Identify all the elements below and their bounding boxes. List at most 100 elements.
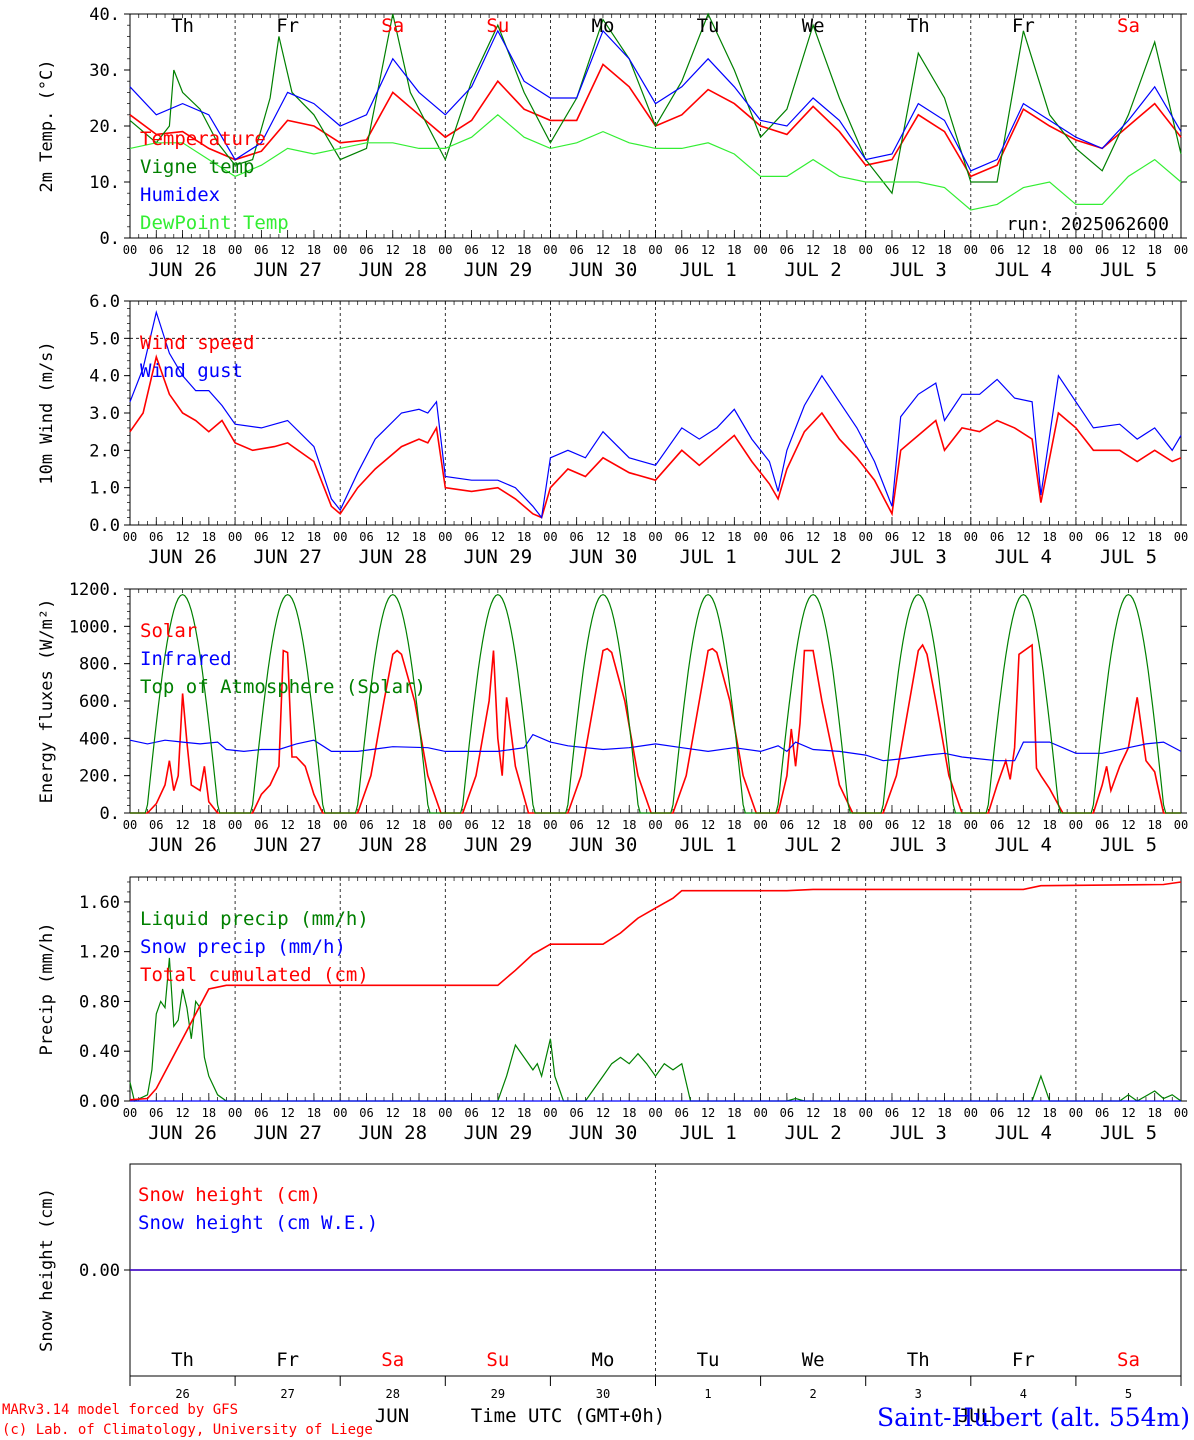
hour-tick-label: 12 bbox=[280, 1106, 294, 1120]
y-tick-label: 10. bbox=[89, 173, 120, 193]
y-tick-label: 0.00 bbox=[79, 1261, 120, 1281]
weekday-label: Mo bbox=[592, 15, 615, 37]
hour-tick-label: 00 bbox=[964, 530, 978, 544]
hour-tick-label: 00 bbox=[333, 1106, 347, 1120]
y-tick-label: 30. bbox=[89, 61, 120, 81]
hour-tick-label: 18 bbox=[622, 530, 636, 544]
day-number-label: 1 bbox=[704, 1387, 711, 1401]
hour-tick-label: 06 bbox=[569, 818, 583, 832]
hour-tick-label: 00 bbox=[858, 1106, 872, 1120]
weekday-label: Th bbox=[171, 1349, 194, 1371]
series-group bbox=[129, 881, 1182, 1102]
location-label: Saint-Hubert (alt. 554m) bbox=[877, 1403, 1190, 1432]
legend-entry: Wind gust bbox=[140, 360, 243, 382]
hour-tick-label: 00 bbox=[858, 818, 872, 832]
hour-tick-label: 12 bbox=[491, 243, 505, 257]
hour-tick-label: 12 bbox=[386, 1106, 400, 1120]
date-label: JUN 30 bbox=[569, 259, 638, 281]
hour-tick-label: 12 bbox=[1016, 243, 1030, 257]
hour-tick-label: 18 bbox=[1147, 1106, 1161, 1120]
series-group bbox=[129, 12, 1182, 211]
weekday-label: Sa bbox=[381, 1349, 404, 1371]
series-line-wind-speed bbox=[129, 354, 1182, 519]
series-line-solar bbox=[130, 643, 1181, 814]
y-tick-label: 1.60 bbox=[79, 893, 120, 913]
month-label-jul: JUL bbox=[958, 1405, 992, 1427]
hour-tick-label: 06 bbox=[675, 818, 689, 832]
credit-line-1: MARv3.14 model forced by GFS bbox=[2, 1402, 238, 1418]
hour-tick-label: 00 bbox=[648, 818, 662, 832]
day-number-label: 28 bbox=[386, 1387, 400, 1401]
legend-entry: DewPoint Temp bbox=[140, 212, 289, 234]
hour-tick-label: 00 bbox=[438, 243, 452, 257]
hour-tick-label: 00 bbox=[648, 243, 662, 257]
y-axis-label: Precip (mm/h) bbox=[37, 922, 57, 1055]
hour-tick-label: 18 bbox=[1147, 243, 1161, 257]
day-number-label: 26 bbox=[175, 1387, 189, 1401]
hour-tick-label: 06 bbox=[569, 1106, 583, 1120]
hour-tick-label: 06 bbox=[675, 243, 689, 257]
y-tick-label: 40. bbox=[89, 5, 120, 25]
legend-entry: Snow height (cm) bbox=[138, 1184, 321, 1206]
hour-tick-label: 00 bbox=[648, 530, 662, 544]
date-label: JUL 4 bbox=[995, 546, 1052, 568]
hour-tick-label: 12 bbox=[911, 1106, 925, 1120]
hour-tick-label: 00 bbox=[228, 530, 242, 544]
weekday-label: Sa bbox=[381, 15, 404, 37]
weekday-label: Fr bbox=[1012, 15, 1035, 37]
date-label: JUN 29 bbox=[464, 259, 533, 281]
legend-entry: Solar bbox=[140, 620, 197, 642]
date-label: JUL 4 bbox=[995, 834, 1052, 856]
weekday-label: We bbox=[802, 15, 825, 37]
hour-tick-label: 06 bbox=[990, 243, 1004, 257]
hour-tick-label: 06 bbox=[464, 1106, 478, 1120]
weekday-label: Tu bbox=[697, 1349, 720, 1371]
hour-tick-label: 12 bbox=[911, 530, 925, 544]
date-label: JUL 1 bbox=[679, 546, 736, 568]
y-axis-label: Energy fluxes (W/m²) bbox=[37, 599, 57, 804]
date-label: JUN 27 bbox=[253, 834, 322, 856]
date-label: JUL 1 bbox=[679, 834, 736, 856]
hour-tick-label: 18 bbox=[517, 818, 531, 832]
date-label: JUN 28 bbox=[358, 546, 427, 568]
date-label: JUL 2 bbox=[785, 834, 842, 856]
hour-tick-label: 12 bbox=[701, 818, 715, 832]
hour-tick-label: 00 bbox=[1069, 243, 1083, 257]
hour-tick-label: 00 bbox=[543, 530, 557, 544]
hour-tick-label: 12 bbox=[806, 1106, 820, 1120]
hour-tick-label: 00 bbox=[858, 243, 872, 257]
hour-tick-label: 12 bbox=[1121, 530, 1135, 544]
weekday-label: Mo bbox=[592, 1349, 615, 1371]
hour-tick-label: 18 bbox=[517, 530, 531, 544]
hour-tick-label: 00 bbox=[123, 530, 137, 544]
y-tick-label: 20. bbox=[89, 117, 120, 137]
date-label: JUN 28 bbox=[358, 834, 427, 856]
hour-tick-label: 12 bbox=[911, 818, 925, 832]
hour-tick-label: 18 bbox=[307, 530, 321, 544]
date-label: JUL 5 bbox=[1100, 834, 1157, 856]
hour-tick-label: 06 bbox=[780, 818, 794, 832]
hour-tick-label: 06 bbox=[149, 243, 163, 257]
hour-tick-label: 12 bbox=[491, 530, 505, 544]
hour-tick-label: 06 bbox=[254, 243, 268, 257]
hour-tick-label: 06 bbox=[359, 1106, 373, 1120]
day-number-label: 3 bbox=[915, 1387, 922, 1401]
hour-tick-label: 18 bbox=[1147, 530, 1161, 544]
weekday-label: Th bbox=[171, 15, 194, 37]
weekday-label: Fr bbox=[276, 1349, 299, 1371]
y-tick-label: 6.0 bbox=[89, 292, 120, 312]
hour-tick-label: 00 bbox=[1069, 530, 1083, 544]
hour-tick-label: 00 bbox=[1069, 1106, 1083, 1120]
y-tick-label: 1000. bbox=[69, 617, 120, 637]
hour-tick-label: 06 bbox=[780, 243, 794, 257]
day-number-label: 30 bbox=[596, 1387, 610, 1401]
hour-tick-label: 12 bbox=[1121, 818, 1135, 832]
legend-entry: Snow precip (mm/h) bbox=[140, 936, 346, 958]
month-label-jun: JUN bbox=[375, 1405, 409, 1427]
hour-tick-label: 00 bbox=[753, 818, 767, 832]
weekday-label: We bbox=[802, 1349, 825, 1371]
hour-tick-label: 12 bbox=[1016, 1106, 1030, 1120]
date-label: JUN 27 bbox=[253, 1122, 322, 1144]
hour-tick-label: 18 bbox=[517, 243, 531, 257]
day-number-label: 29 bbox=[491, 1387, 505, 1401]
